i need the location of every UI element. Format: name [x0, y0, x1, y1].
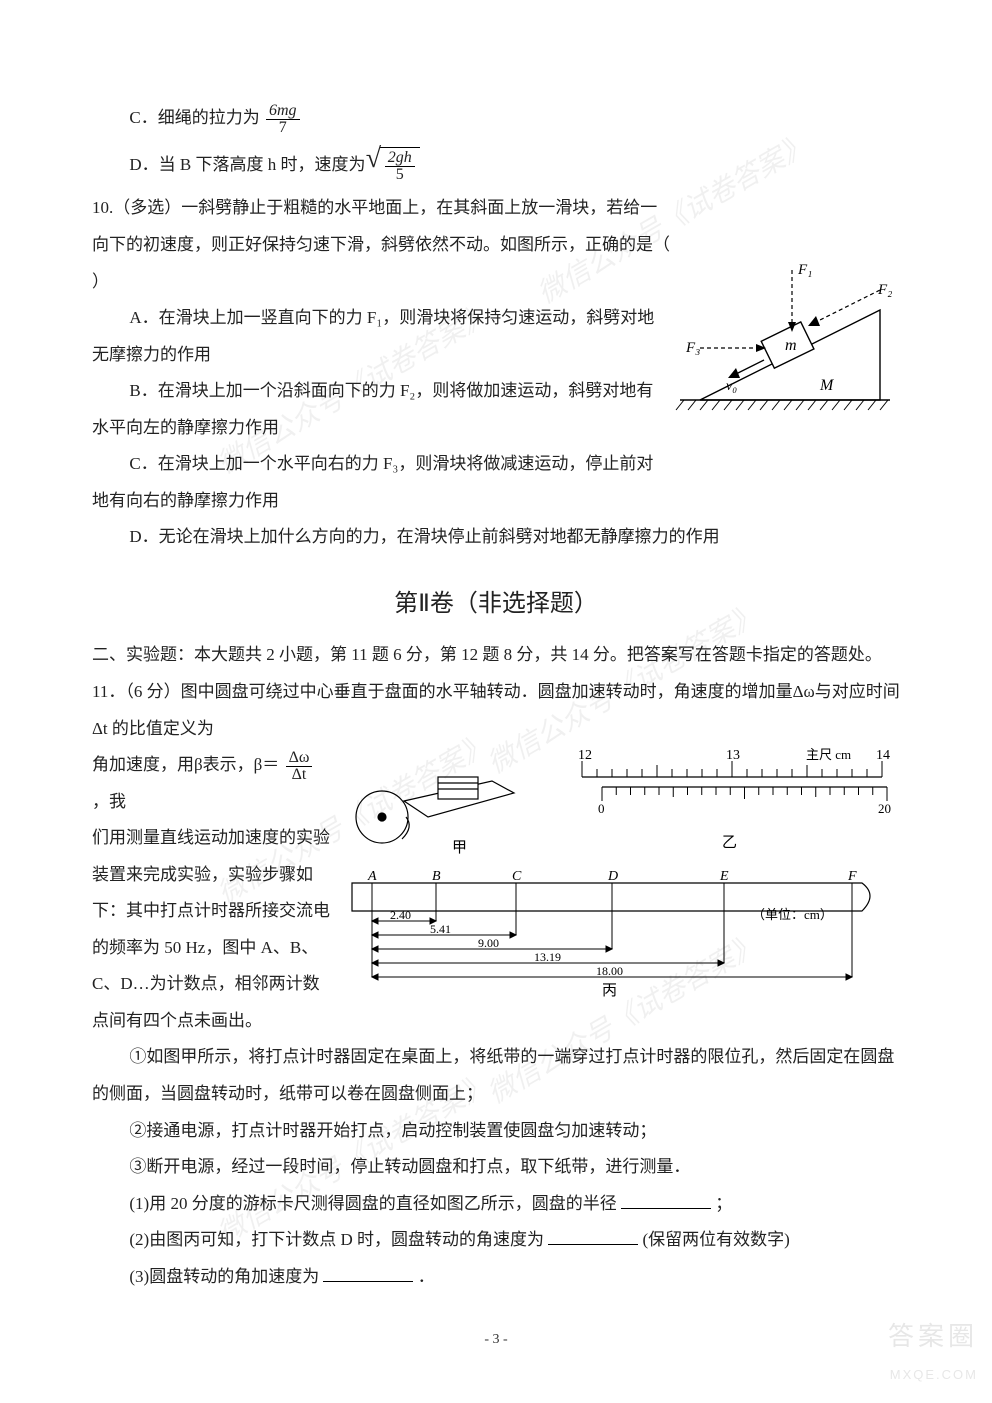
q9-option-d: D．当 B 下落高度 h 时，速度为 2gh 5: [92, 147, 900, 185]
q11-step-2: ②接通电源，打点计时器开始打点，启动控制装置使圆盘匀加速转动；: [92, 1113, 900, 1150]
q11-figure-bing: A B C D E F: [342, 871, 892, 1001]
q11-step-1: ①如图甲所示，将打点计时器固定在桌面上，将纸带的一端穿过打点计时器的限位孔，然后…: [92, 1039, 900, 1112]
q10-option-d: D．无论在滑块上加什么方向的力，在滑块停止前斜劈对地都无静摩擦力的作用: [92, 519, 900, 556]
svg-text:0: 0: [598, 801, 605, 816]
q9c-lead: C．细绳的拉力为: [129, 108, 259, 127]
q9c-num: 6mg: [266, 103, 300, 120]
dist-ae: 13.19: [534, 950, 561, 964]
q9c-den: 7: [266, 120, 300, 136]
q10-option-c: C．在滑块上加一个水平向右的力 F₃，则滑块将做减速运动，停止前对地有向右的静摩…: [92, 446, 670, 519]
q11-b1a: (1)用 20 分度的游标卡尺测得圆盘的直径如图乙所示，圆盘的半径: [129, 1194, 616, 1213]
q10-figure: m M F₁ F₂ F₃ v₀: [670, 250, 900, 430]
dist-af: 18.00: [596, 964, 623, 978]
dist-ab: 2.40: [390, 908, 411, 922]
q11-stem-1: 11．（6 分）图中圆盘可绕过中心垂直于盘面的水平轴转动．圆盘加速转动时，角速度…: [92, 674, 900, 747]
label-jia: 甲: [452, 840, 467, 856]
q10-option-a: A．在滑块上加一竖直向下的力 F₁，则滑块将保持匀速运动，斜劈对地无摩擦力的作用: [92, 300, 670, 373]
svg-text:12: 12: [578, 748, 592, 763]
q10-block: 10.（多选）一斜劈静止于粗糙的水平地面上，在其斜面上放一滑块，若给一向下的初速…: [92, 190, 900, 519]
svg-text:20: 20: [878, 801, 891, 816]
q11-row: 角加速度，用β表示，β＝ Δω Δt ，我 们用测量直线运动加速度的实验装置来完…: [92, 747, 900, 1039]
svg-text:F: F: [847, 871, 857, 884]
q11-b3b: ．: [418, 1267, 435, 1286]
q11-b3a: (3)圆盘转动的角加速度为: [129, 1267, 319, 1286]
q11-blank-2: (2)由图丙可知，打下计数点 D 时，圆盘转动的角速度为 (保留两位有效数字): [92, 1222, 900, 1259]
fig-label-f2: F₂: [877, 282, 892, 298]
fig-label-M: M: [819, 377, 835, 394]
fig-label-m: m: [785, 337, 797, 354]
blank-field-3[interactable]: [323, 1264, 413, 1282]
svg-text:E: E: [719, 871, 729, 884]
q11-step-3: ③断开电源，经过一段时间，停止转动圆盘和打点，取下纸带，进行测量．: [92, 1149, 900, 1186]
blank-field-2[interactable]: [548, 1227, 638, 1245]
section-ii-instructions: 二、实验题：本大题共 2 小题，第 11 题 6 分，第 12 题 8 分，共 …: [92, 637, 900, 674]
q9-option-c: C．细绳的拉力为 6mg 7: [92, 100, 900, 137]
q9d-num: 2gh: [385, 150, 415, 167]
svg-text:A: A: [367, 871, 377, 884]
svg-text:B: B: [432, 871, 441, 884]
svg-text:14: 14: [876, 748, 890, 763]
q11-beta-frac: Δω Δt: [286, 750, 313, 783]
label-bing: 丙: [602, 983, 617, 999]
q9d-lead: D．当 B 下落高度 h 时，速度为: [129, 155, 365, 174]
q11-blank-1: (1)用 20 分度的游标卡尺测得圆盘的直径如图乙所示，圆盘的半径 ；: [92, 1186, 900, 1223]
q11-b2a: (2)由图丙可知，打下计数点 D 时，圆盘转动的角速度为: [129, 1230, 544, 1249]
corner-wm-line1: 答案圈: [888, 1309, 978, 1365]
q11-frac-den: Δt: [286, 767, 313, 783]
q9c-fraction: 6mg 7: [266, 103, 300, 136]
q11-stem-3: 们用测量直线运动加速度的实验装置来完成实验，实验步骤如下：其中打点计时器所接交流…: [92, 820, 332, 1039]
dist-ac: 5.41: [430, 922, 451, 936]
q9d-den: 5: [385, 167, 415, 183]
corner-wm-line2: MXQE.COM: [888, 1361, 978, 1389]
svg-text:13: 13: [726, 748, 740, 763]
dist-ad: 9.00: [478, 936, 499, 950]
svg-text:C: C: [512, 871, 522, 884]
blank-field-1[interactable]: [621, 1191, 711, 1209]
fig-label-f1: F₁: [797, 262, 812, 278]
q11-blank-3: (3)圆盘转动的角加速度为 ．: [92, 1259, 900, 1296]
corner-watermark: 答案圈 MXQE.COM: [888, 1309, 978, 1389]
q10-option-b: B．在滑块上加一个沿斜面向下的力 F₂，则将做加速运动，斜劈对地有水平向左的静摩…: [92, 373, 670, 446]
q9d-sqrt: 2gh 5: [370, 147, 420, 185]
q11-figure-jia-yi: 甲: [342, 747, 892, 857]
q11-b2b: (保留两位有效数字): [643, 1230, 790, 1249]
svg-text:D: D: [607, 871, 618, 884]
fig-label-f3: F₃: [685, 340, 700, 356]
label-yi: 乙: [722, 835, 737, 851]
page-number: - 3 -: [0, 1325, 992, 1355]
page: 微信公众号《试卷答案》 微信公众号《试卷答案》 微信公众号《试卷答案》 微信公众…: [0, 0, 992, 1403]
q11-frac-num: Δω: [286, 750, 313, 767]
tape-unit: （单位：cm）: [752, 907, 833, 922]
q11-b1b: ；: [715, 1194, 732, 1213]
q11-stem-2a: 角加速度，用β表示，β＝: [92, 755, 279, 774]
label-main-unit: 主尺 cm: [806, 747, 851, 762]
section-ii-title: 第Ⅱ卷（非选择题）: [92, 578, 900, 630]
fig-label-v0: v₀: [726, 379, 737, 394]
q11-stem-2b: ，我: [92, 792, 126, 811]
q11-stem-2: 角加速度，用β表示，β＝ Δω Δt ，我: [92, 747, 332, 820]
q10-stem: 10.（多选）一斜劈静止于粗糙的水平地面上，在其斜面上放一滑块，若给一向下的初速…: [92, 190, 670, 300]
